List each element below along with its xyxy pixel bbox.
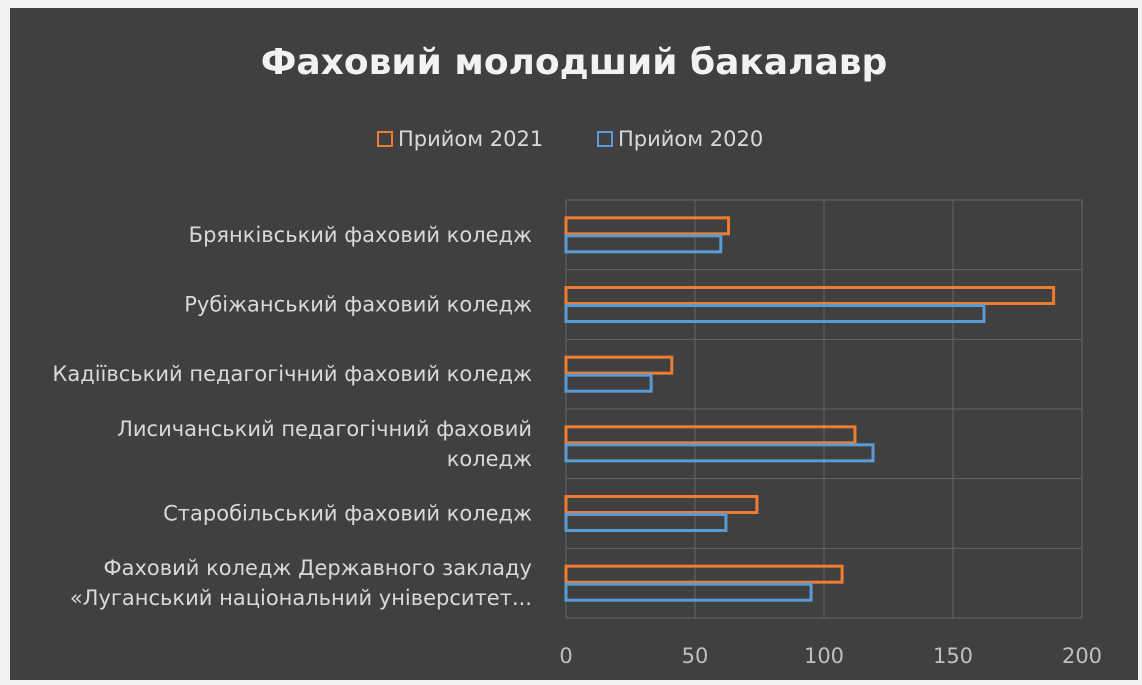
x-tick-label-0: 0 <box>559 644 572 668</box>
bar-series2-cat3 <box>564 373 653 393</box>
x-tick-label-2: 100 <box>804 644 844 668</box>
legend-label-1: Прийом 2021 <box>398 127 543 151</box>
bar-series1-cat3 <box>564 355 674 375</box>
chart-title: Фаховий молодший бакалавр <box>261 42 888 83</box>
chart-svg: Фаховий молодший бакалавр Прийом 2021 При… <box>52 42 1102 668</box>
category-label-2: Рубіжанський фаховий коледж <box>184 293 532 317</box>
x-tick-label-1: 50 <box>682 644 709 668</box>
bar-series1-cat5 <box>564 495 759 514</box>
chart-frame: Фаховий молодший бакалавр Прийом 2021 При… <box>10 8 1138 680</box>
legend: Прийом 2021 Прийом 2020 <box>377 127 763 151</box>
x-tick-label-4: 200 <box>1062 644 1102 668</box>
bar-series1-cat6 <box>564 564 844 584</box>
bar-series1-cat1 <box>564 216 731 236</box>
x-tick-label-3: 150 <box>933 644 973 668</box>
legend-label-2: Прийом 2020 <box>618 127 763 151</box>
category-label-6-line-2: «Луганський національний університет... <box>70 586 532 610</box>
legend-swatch-2 <box>597 131 613 147</box>
bar-series1-cat4 <box>564 425 857 445</box>
plot-area: 0 50 100 150 200 Брянківський фаховий коледж Р… <box>52 199 1102 668</box>
bar-series2-cat1 <box>564 234 723 254</box>
bar-series1-cat2 <box>564 286 1056 305</box>
bar-series2-cat5 <box>564 513 728 532</box>
bar-series2-cat6 <box>564 582 813 602</box>
category-label-4-line-2: коледж <box>447 447 532 471</box>
category-label-6-line-1: Фаховий коледж Державного закладу <box>104 556 532 580</box>
legend-swatch-1 <box>377 131 393 147</box>
bar-series2-cat2 <box>564 304 986 323</box>
category-label-1: Брянківський фаховий коледж <box>189 223 532 247</box>
bar-series2-cat4 <box>564 443 875 463</box>
category-label-5: Старобільський фаховий коледж <box>163 502 532 526</box>
category-label-3: Кадіївський педагогічний фаховий коледж <box>52 362 532 386</box>
category-label-4-line-1: Лисичанський педагогічний фаховий <box>117 417 532 441</box>
